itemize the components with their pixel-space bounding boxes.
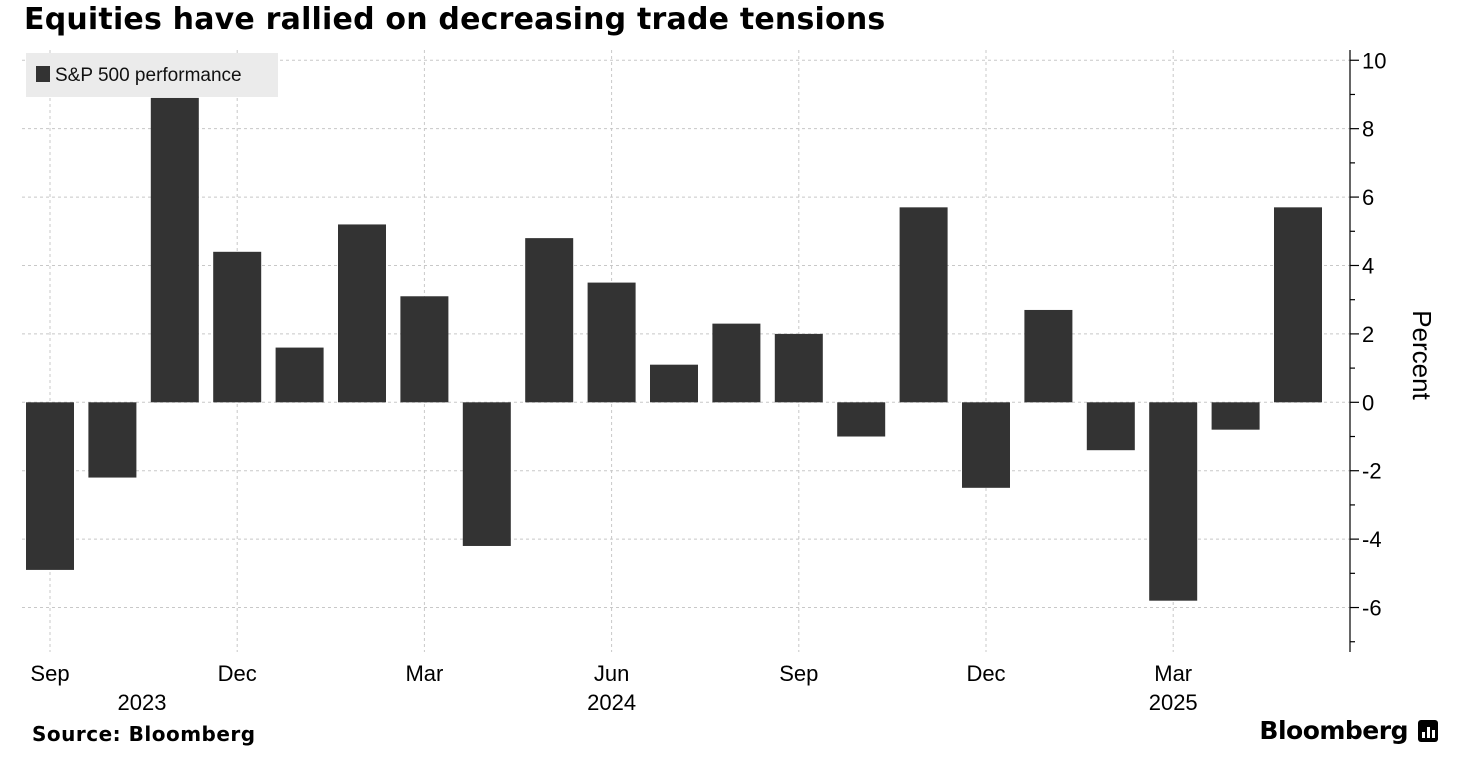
bar [400,296,449,403]
bar [1086,402,1135,451]
bar [150,97,199,403]
x-tick-label: Sep [779,661,818,686]
x-tick-label: Dec [966,661,1005,686]
bar [213,251,262,403]
bar [338,224,386,403]
bar [1149,402,1198,601]
y-tick-label: 6 [1362,185,1374,210]
x-tick-label: Jun [594,661,629,686]
bloomberg-logo: Bloomberg [1259,716,1438,745]
y-tick-label: 8 [1362,117,1374,142]
source-note: Source: Bloomberg [32,722,256,746]
bar [26,402,74,570]
bar [1274,207,1322,403]
legend-box [26,53,278,97]
x-year-label: 2023 [118,690,167,715]
bar [1024,309,1073,403]
y-tick-label: -2 [1362,459,1382,484]
y-tick-label: 4 [1362,253,1374,278]
bars [26,97,1322,601]
x-axis: Sep 2023 Dec Mar Jun 2024 Sep Dec Mar 2025 [30,661,1197,715]
bar [837,402,886,437]
bar [1211,402,1260,430]
grid-lines [22,50,1350,652]
y-axis-label: Percent [1407,310,1437,400]
terminal-icon [1418,719,1438,742]
bar [525,238,574,403]
bar [88,402,137,478]
y-tick-label: 0 [1362,390,1374,415]
x-tick-label: Mar [1154,661,1192,686]
y-axis: 10 8 6 4 2 0 -2 -4 -6 [1349,48,1386,652]
x-tick-label: Sep [30,661,69,686]
y-tick-label: 2 [1362,322,1374,347]
bar [962,402,1010,488]
y-tick-label: -6 [1362,596,1382,621]
brand-name: Bloomberg [1259,716,1408,745]
bar [587,282,636,403]
bar [275,347,324,403]
x-tick-label: Dec [218,661,257,686]
legend-swatch [36,66,50,82]
x-tick-label: Mar [405,661,443,686]
bar [712,323,761,403]
legend-label: S&P 500 performance [55,65,242,86]
bar [462,402,511,546]
x-year-label: 2025 [1149,690,1198,715]
bar [650,364,698,403]
y-tick-label: 10 [1362,48,1386,73]
x-year-label: 2024 [587,690,636,715]
legend: S&P 500 performance [26,53,278,97]
chart-title: Equities have rallied on decreasing trad… [24,2,886,37]
bar [774,333,823,403]
bar [899,207,948,403]
y-tick-label: -4 [1362,527,1382,552]
